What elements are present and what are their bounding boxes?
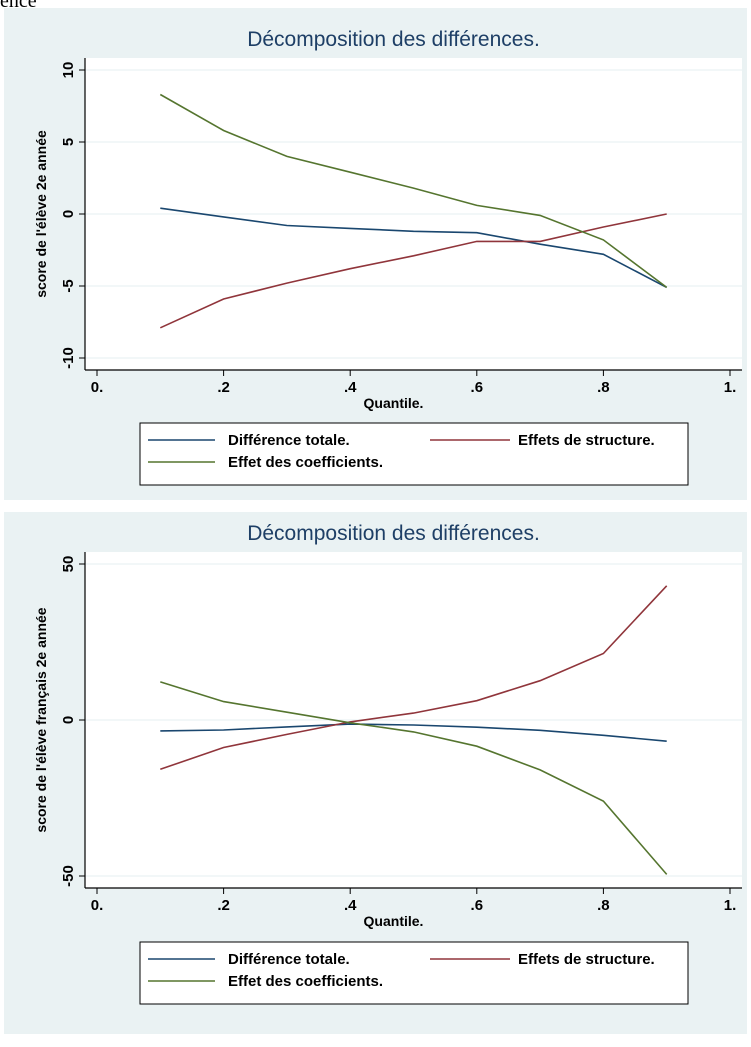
x-tick-label-4: .8 (597, 897, 610, 914)
legend: Différence totale. Effets de structure. Ef… (139, 422, 689, 486)
x-axis-label: Quantile. (364, 913, 424, 929)
y-tick-label-2: 50 (60, 556, 77, 573)
x-tick-label-2: .4 (344, 897, 357, 914)
legend: Différence totale. Effets de structure. Ef… (139, 941, 689, 1005)
x-tick-label-3: .6 (471, 379, 484, 396)
y-tick-label-4: 10 (60, 62, 77, 79)
y-tick-label-0: -10 (60, 347, 77, 369)
legend-label-2: Effet des coefficients. (228, 454, 383, 471)
clipped-heading: ence (0, 0, 37, 12)
y-axis-label: score de l'élève 2e année (33, 130, 49, 298)
series-line-0 (160, 723, 667, 742)
y-axis-label: score de l'élève français 2e année (33, 607, 49, 832)
chart-panel-top: -10 -5 0 5 10 0. .2 .4 .6 .8 1. Décomposition des d… (0, 8, 751, 513)
legend-box (139, 941, 689, 1005)
legend-label-1: Effets de structure. (518, 432, 655, 449)
chart-top: -10 -5 0 5 10 0. .2 .4 .6 .8 1. Décomposition des d… (4, 8, 747, 500)
y-tick-label-2: 0 (60, 210, 77, 218)
chart-title: Décomposition des différences. (247, 522, 540, 545)
legend-label-0: Différence totale. (228, 951, 350, 968)
y-tick-label-0: -50 (60, 865, 77, 887)
x-tick-label-0: 0. (91, 897, 104, 914)
x-tick-label-4: .8 (597, 379, 610, 396)
x-tick-label-0: 0. (91, 379, 104, 396)
y-tick-label-3: 5 (60, 138, 77, 146)
chart-panel-bottom: -50 0 50 0. .2 .4 .6 .8 1. Décomposition des diff… (0, 512, 751, 1047)
legend-label-1: Effets de structure. (518, 951, 655, 968)
chart-title: Décomposition des différences. (247, 28, 540, 51)
x-tick-label-3: .6 (471, 897, 484, 914)
x-tick-label-1: .2 (217, 897, 230, 914)
series-line-2 (160, 681, 668, 875)
x-tick-label-1: .2 (217, 379, 230, 396)
series-line-1 (160, 585, 668, 771)
x-tick-label-2: .4 (344, 379, 357, 396)
legend-label-2: Effet des coefficients. (228, 973, 383, 990)
x-tick-label-5: 1. (724, 379, 737, 396)
x-tick-label-5: 1. (724, 897, 737, 914)
series-line-0 (160, 207, 668, 289)
legend-label-0: Différence totale. (228, 432, 350, 449)
y-tick-label-1: -5 (60, 279, 77, 292)
chart-bottom: -50 0 50 0. .2 .4 .6 .8 1. Décomposition des diff… (4, 512, 747, 1034)
series-line-2 (159, 93, 668, 289)
x-axis-label: Quantile. (364, 395, 424, 411)
legend-box (139, 422, 689, 486)
y-tick-label-1: 0 (60, 716, 77, 724)
